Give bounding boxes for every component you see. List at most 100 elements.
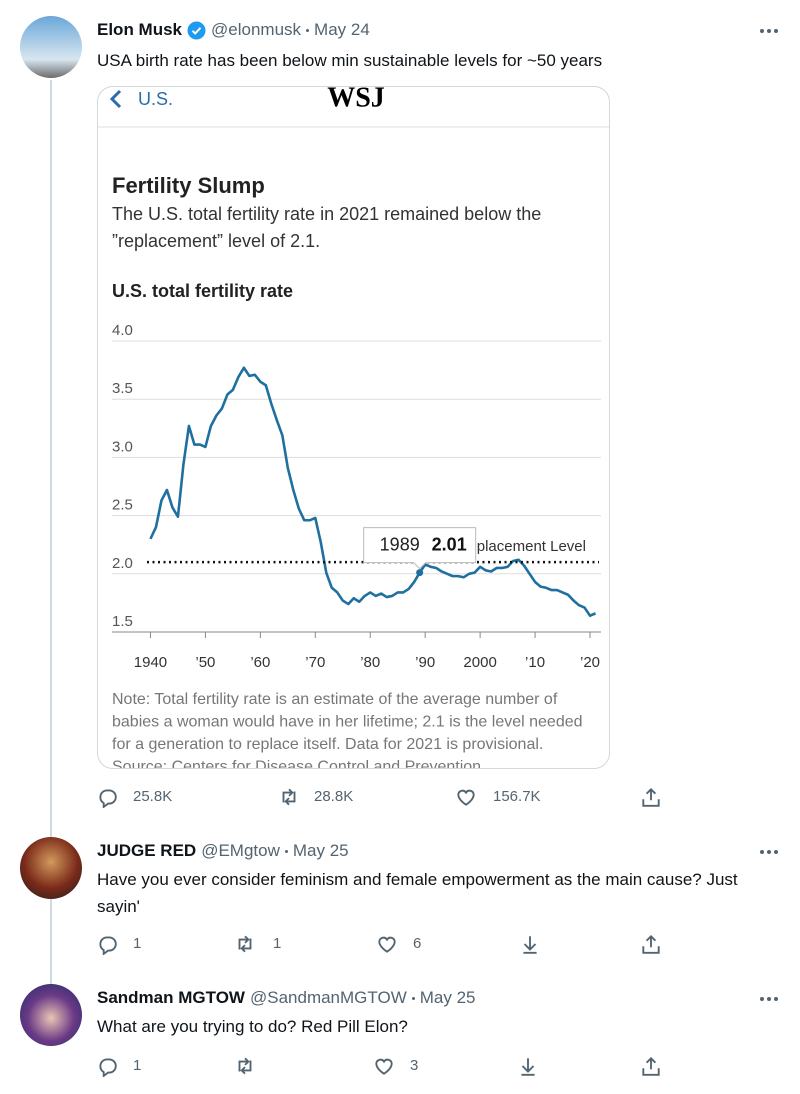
tweet-date[interactable]: May 25 <box>292 841 349 860</box>
tweet-header: Sandman MGTOW @SandmanMGTOW May 25 <box>97 987 476 1009</box>
author-handle[interactable]: @elonmusk <box>211 20 302 39</box>
retweets-count: 28.8K <box>314 788 354 805</box>
chart-title: Fertility Slump <box>112 173 265 198</box>
more-dot[interactable] <box>767 29 771 33</box>
brand: WSJ <box>327 87 385 113</box>
retweet-button[interactable] <box>234 1055 256 1077</box>
author-name[interactable]: Sandman MGTOW <box>97 988 245 1007</box>
back-label: U.S. <box>138 89 173 109</box>
like-icon <box>375 1058 393 1075</box>
tweet-text: What are you trying to do? Red Pill Elon… <box>97 1017 408 1036</box>
more-dot[interactable] <box>760 29 764 33</box>
retweet-button[interactable] <box>234 933 256 955</box>
retweet-icon <box>282 788 296 806</box>
badge-check <box>191 26 202 35</box>
tweet-text: USA birth rate has been below min sustai… <box>97 51 603 70</box>
more-dot[interactable] <box>767 850 771 854</box>
chart-note: for a generation to replace itself. Data… <box>112 736 543 753</box>
x-tick-label: 1940 <box>134 654 167 671</box>
tweet-date[interactable]: May 24 <box>314 20 370 39</box>
x-tick-label: ’50 <box>195 654 215 671</box>
retweet-icon <box>238 935 252 953</box>
tooltip-point <box>416 569 424 577</box>
reference-label: Replacement Level <box>458 538 586 555</box>
likes-count: 6 <box>413 935 422 952</box>
separator-dot <box>306 28 310 32</box>
separator-dot <box>284 849 288 853</box>
y-tick-label: 2.5 <box>112 497 133 514</box>
reply-icon <box>99 789 117 808</box>
like-button[interactable] <box>455 786 477 808</box>
chart-subtitle: The U.S. total fertility rate in 2021 re… <box>112 204 541 224</box>
reply-button[interactable] <box>96 1055 118 1077</box>
chart: U.S. WSJ Fertility Slump The U.S. total fer… <box>98 87 609 768</box>
avatar[interactable] <box>20 984 82 1046</box>
share-button[interactable] <box>640 933 662 955</box>
x-tick-label: 2000 <box>463 654 496 671</box>
chart-note: babies a woman would have in her lifetim… <box>112 714 583 731</box>
reply-button[interactable] <box>96 786 118 808</box>
like-button[interactable] <box>376 933 398 955</box>
y-tick-label: 4.0 <box>112 322 133 339</box>
save-icon <box>521 1058 535 1076</box>
likes-count: 156.7K <box>493 788 541 805</box>
avatar[interactable] <box>20 837 82 899</box>
tweet-date[interactable]: May 25 <box>419 988 476 1007</box>
y-tick-label: 3.5 <box>112 380 133 397</box>
y-axis-label: U.S. total fertility rate <box>112 281 293 301</box>
tweet-header: JUDGE RED @EMgtow May 25 <box>97 840 349 862</box>
share-icon <box>642 934 660 954</box>
more-dot[interactable] <box>774 997 778 1001</box>
save-icon <box>523 936 537 954</box>
x-tick-label: ’10 <box>525 654 545 671</box>
replies-count: 25.8K <box>133 788 173 805</box>
tooltip-value: 2.01 <box>432 534 467 554</box>
retweet-button[interactable] <box>278 786 300 808</box>
chart-note: Source: Centers for Disease Control and … <box>112 759 481 768</box>
x-tick-label: ’80 <box>360 654 380 671</box>
avatar[interactable] <box>20 16 82 78</box>
retweet-icon <box>238 1057 252 1075</box>
badge <box>187 21 206 39</box>
more-dot[interactable] <box>760 997 764 1001</box>
tweet-text: Have you ever consider feminism and fema… <box>97 870 738 916</box>
verified-badge <box>187 21 206 39</box>
author-handle[interactable]: @SandmanMGTOW <box>249 988 407 1007</box>
x-tick-label: ’20 <box>580 654 600 671</box>
save-button[interactable] <box>519 933 541 955</box>
tooltip-year: 1989 <box>380 534 420 554</box>
author-handle[interactable]: @EMgtow <box>201 841 280 860</box>
chart-subtitle: ”replacement” level of 2.1. <box>112 231 320 251</box>
link-card[interactable]: U.S. WSJ Fertility Slump The U.S. total fer… <box>97 86 610 769</box>
share-icon <box>642 787 660 807</box>
share-button[interactable] <box>640 1055 662 1077</box>
likes-count: 3 <box>410 1057 419 1074</box>
more-dot[interactable] <box>767 997 771 1001</box>
x-tick-label: ’70 <box>305 654 325 671</box>
x-tick-label: ’60 <box>250 654 270 671</box>
reply-icon <box>99 1058 117 1077</box>
data-line <box>149 366 597 617</box>
like-icon <box>457 789 475 806</box>
more-dot[interactable] <box>774 29 778 33</box>
reply-button[interactable] <box>96 933 118 955</box>
save-button[interactable] <box>517 1055 539 1077</box>
more-dot[interactable] <box>774 850 778 854</box>
replies-count: 1 <box>133 935 142 952</box>
x-tick-label: ’90 <box>415 654 435 671</box>
reply-icon <box>99 936 117 955</box>
author-name[interactable]: JUDGE RED <box>97 841 197 860</box>
y-tick-label: 3.0 <box>112 438 133 455</box>
thread-line <box>50 80 52 985</box>
author-name[interactable]: Elon Musk <box>97 20 183 39</box>
more-dot[interactable] <box>760 850 764 854</box>
like-icon <box>378 936 396 953</box>
separator-dot <box>411 996 415 1000</box>
back-arrow <box>109 89 122 109</box>
share-icon <box>642 1056 660 1076</box>
like-button[interactable] <box>373 1055 395 1077</box>
replies-count: 1 <box>133 1057 142 1074</box>
share-button[interactable] <box>640 786 662 808</box>
y-tick-label: 2.0 <box>112 555 133 572</box>
